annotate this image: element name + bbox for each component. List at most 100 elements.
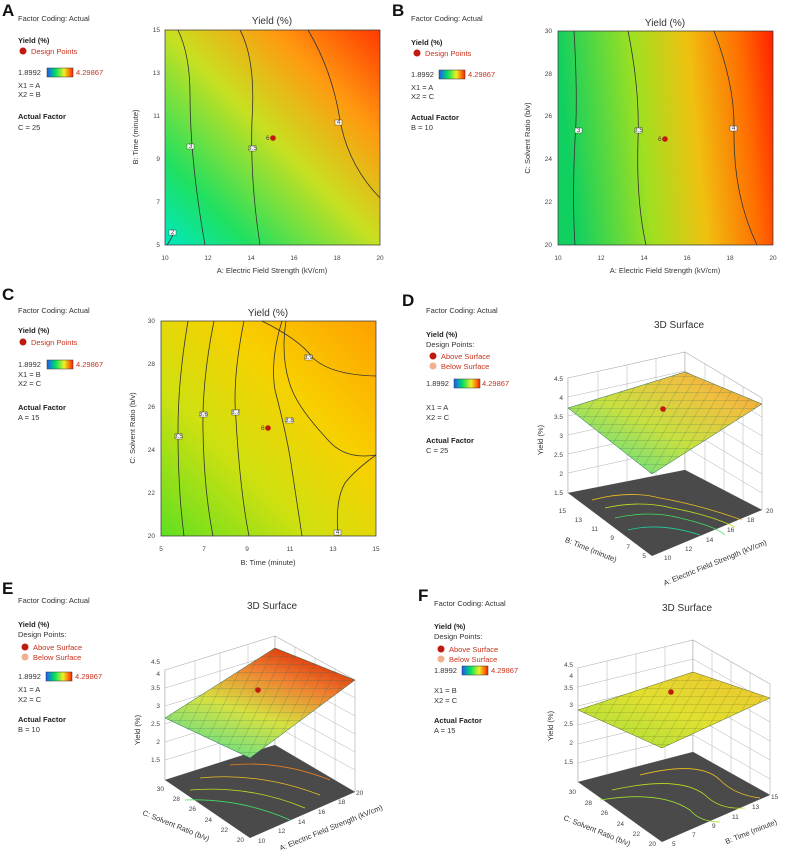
svg-text:22: 22 bbox=[148, 490, 156, 497]
design-point bbox=[662, 136, 668, 142]
svg-text:18: 18 bbox=[338, 799, 346, 806]
y-axis-label: B: Time (minute) bbox=[131, 109, 140, 165]
floor-contour bbox=[591, 494, 743, 521]
design-points-label: Design Points bbox=[425, 49, 472, 58]
panel-letter: F bbox=[418, 586, 428, 605]
svg-text:18: 18 bbox=[333, 255, 341, 262]
design-point bbox=[660, 406, 666, 412]
panel-letter: C bbox=[2, 285, 14, 304]
design-points-label: Design Points: bbox=[426, 340, 474, 349]
above-surface-icon bbox=[21, 643, 29, 651]
x1-label: X1 = B bbox=[434, 686, 457, 695]
x1-label: X1 = A bbox=[18, 81, 40, 90]
svg-text:15: 15 bbox=[771, 794, 779, 801]
contour-label-group: 3 3.5 4 bbox=[574, 125, 738, 134]
above-surface-label: Above Surface bbox=[441, 352, 490, 361]
color-min: 1.8992 bbox=[18, 68, 41, 77]
svg-text:3.8: 3.8 bbox=[285, 417, 294, 424]
z-ticks: 1.5 2 2.5 3 3.5 4 4.5 bbox=[151, 659, 160, 764]
svg-text:15: 15 bbox=[559, 508, 567, 515]
design-points-label: Design Points: bbox=[434, 632, 482, 641]
x-ticks: 10 12 14 16 18 20 bbox=[554, 255, 777, 262]
design-point bbox=[265, 425, 271, 431]
above-surface-label: Above Surface bbox=[449, 645, 498, 654]
svg-text:5: 5 bbox=[642, 553, 646, 560]
svg-text:7: 7 bbox=[156, 199, 160, 206]
svg-text:3.5: 3.5 bbox=[634, 127, 643, 134]
chart-title: 3D Surface bbox=[247, 601, 297, 612]
svg-text:24: 24 bbox=[148, 447, 156, 454]
x1-label: X1 = A bbox=[18, 685, 40, 694]
svg-text:3.5: 3.5 bbox=[174, 433, 183, 440]
x1-label: X1 = B bbox=[18, 370, 41, 379]
design-point bbox=[270, 135, 276, 141]
svg-text:9: 9 bbox=[610, 535, 614, 542]
surface-mesh bbox=[578, 672, 770, 748]
svg-text:12: 12 bbox=[685, 546, 693, 553]
below-surface-icon bbox=[21, 653, 29, 661]
actual-factor-label: Actual Factor bbox=[411, 113, 459, 122]
color-min: 1.8992 bbox=[18, 360, 41, 369]
z-axis-label: Yield (%) bbox=[546, 710, 555, 741]
actual-factor-label: Actual Factor bbox=[18, 403, 66, 412]
chart-title: 3D Surface bbox=[662, 603, 712, 614]
floor-contour bbox=[604, 503, 736, 528]
color-min: 1.8992 bbox=[426, 379, 449, 388]
x-ticks: 10 12 14 16 18 20 bbox=[161, 255, 384, 262]
svg-text:5: 5 bbox=[159, 546, 163, 553]
svg-text:3: 3 bbox=[189, 143, 193, 150]
z-axis-label: Yield (%) bbox=[133, 714, 142, 745]
svg-text:30: 30 bbox=[545, 28, 553, 35]
svg-text:30: 30 bbox=[569, 789, 577, 796]
svg-text:3.5: 3.5 bbox=[151, 685, 160, 692]
svg-text:4: 4 bbox=[156, 671, 160, 678]
y-ticks: 5 7 9 11 13 15 bbox=[559, 508, 647, 560]
panel-b: B Factor Coding: Actual Yield (%) Design… bbox=[392, 1, 777, 275]
svg-text:26: 26 bbox=[189, 806, 197, 813]
svg-text:22: 22 bbox=[221, 827, 229, 834]
contour-floor bbox=[568, 470, 762, 556]
x-axis-label: B: Time (minute) bbox=[724, 817, 779, 846]
floor-contour bbox=[614, 513, 726, 536]
svg-text:13: 13 bbox=[575, 517, 583, 524]
color-bar bbox=[438, 69, 466, 80]
svg-text:4.5: 4.5 bbox=[151, 659, 160, 666]
above-surface-icon bbox=[437, 645, 445, 653]
svg-text:1.5: 1.5 bbox=[151, 757, 160, 764]
svg-text:24: 24 bbox=[205, 817, 213, 824]
yield-label: Yield (%) bbox=[18, 326, 50, 335]
svg-text:16: 16 bbox=[683, 255, 691, 262]
svg-text:3: 3 bbox=[559, 433, 563, 440]
design-point-label: 6 bbox=[266, 135, 270, 142]
svg-text:20: 20 bbox=[766, 508, 774, 515]
panel-letter: D bbox=[402, 291, 414, 310]
svg-text:7: 7 bbox=[626, 544, 630, 551]
y-ticks: 20 22 24 26 28 30 bbox=[157, 786, 245, 844]
design-point-label: 6 bbox=[261, 425, 265, 432]
design-point bbox=[255, 687, 261, 693]
color-bar bbox=[46, 359, 74, 370]
svg-text:16: 16 bbox=[290, 255, 298, 262]
x-ticks: 10 12 14 16 18 20 bbox=[258, 790, 364, 845]
below-surface-label: Below Surface bbox=[33, 653, 81, 662]
svg-text:4: 4 bbox=[569, 673, 573, 680]
yield-label: Yield (%) bbox=[434, 622, 466, 631]
floor-contour bbox=[599, 796, 721, 823]
svg-text:9: 9 bbox=[712, 823, 716, 830]
svg-text:2: 2 bbox=[156, 739, 160, 746]
svg-text:28: 28 bbox=[545, 71, 553, 78]
svg-text:3.6: 3.6 bbox=[199, 411, 208, 418]
svg-text:14: 14 bbox=[298, 819, 306, 826]
y-ticks: 20 22 24 26 28 30 bbox=[569, 789, 657, 848]
z-ticks: 1.5 2 2.5 3 3.5 4 4.5 bbox=[554, 376, 563, 497]
contour-label-group: 3.5 3.6 3.7 3.8 3.9 4 bbox=[174, 354, 342, 536]
floor-contour bbox=[199, 776, 321, 796]
svg-text:13: 13 bbox=[329, 546, 337, 553]
svg-text:4: 4 bbox=[732, 125, 736, 132]
svg-text:4: 4 bbox=[336, 529, 340, 536]
panel-letter: A bbox=[2, 1, 14, 20]
x-axis-label: B: Time (minute) bbox=[240, 558, 296, 567]
svg-text:28: 28 bbox=[173, 796, 181, 803]
chart-title: Yield (%) bbox=[252, 16, 292, 27]
contour-line bbox=[573, 30, 577, 246]
